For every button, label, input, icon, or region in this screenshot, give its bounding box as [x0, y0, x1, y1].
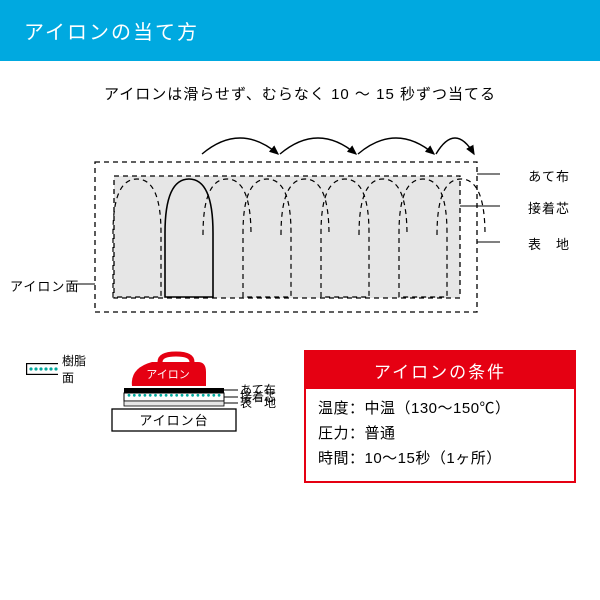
title-text: アイロンの当て方 [24, 22, 199, 44]
conditions-header: アイロンの条件 [306, 352, 574, 389]
svg-text:アイロン台: アイロン台 [139, 413, 208, 428]
diagram-label-omote: 表 地 [528, 234, 570, 253]
svg-text:アイロン: アイロン [146, 369, 189, 381]
cond-row-time: 時間：10～15秒（1ヶ所） [318, 447, 562, 472]
resin-legend: 樹脂面 [26, 352, 96, 386]
conditions-body: 温度：中温（130～150℃） 圧力：普通 時間：10～15秒（1ヶ所） [306, 389, 574, 481]
cond-row-pressure: 圧力：普通 [318, 422, 562, 447]
layer-stack-diagram: アイロンあて布接着芯表 地アイロン台 [110, 350, 290, 450]
title-bar: アイロンの当て方 [0, 0, 600, 61]
diagram-label-iron-face: アイロン面 [10, 276, 79, 295]
stack-svg: アイロンあて布接着芯表 地アイロン台 [110, 350, 290, 450]
svg-text:表 地: 表 地 [240, 396, 276, 410]
cond-row-temp: 温度：中温（130～150℃） [318, 397, 562, 422]
diagram-svg [30, 112, 570, 322]
diagram-label-ate-nuno: あて布 [528, 166, 570, 185]
main-caption: アイロンは滑らせず、むらなく 10 ～ 15 秒ずつ当てる [0, 83, 600, 104]
resin-label: 樹脂面 [62, 352, 96, 386]
conditions-box: アイロンの条件 温度：中温（130～150℃） 圧力：普通 時間：10～15秒（… [304, 350, 576, 483]
resin-swatch-icon [26, 363, 58, 375]
iron-diagram: あて布 接着芯 表 地 アイロン面 [30, 112, 570, 322]
diagram-label-secchaku: 接着芯 [528, 198, 570, 217]
